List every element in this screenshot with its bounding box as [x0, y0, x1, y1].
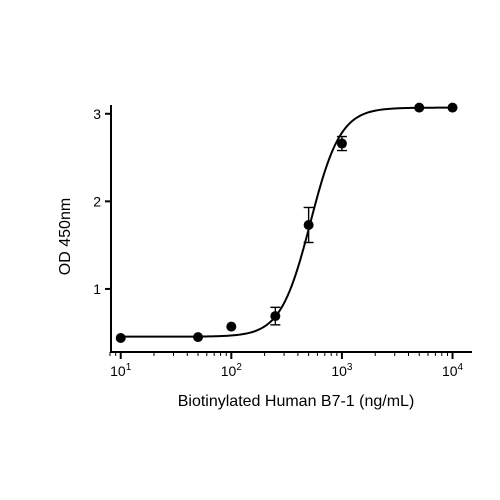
x-tick-label: 101	[110, 362, 132, 379]
ticks: 1 2 3 101 102 103 104	[93, 106, 463, 379]
x-axis-label: Biotinylated Human B7-1 (ng/mL)	[178, 393, 415, 410]
y-tick-label: 2	[93, 193, 101, 209]
x-tick-label: 102	[221, 362, 243, 379]
data-point	[447, 102, 458, 113]
y-tick-label: 1	[93, 281, 101, 297]
data-point	[270, 311, 281, 322]
x-tick-label: 103	[331, 362, 353, 379]
axes	[110, 105, 472, 353]
data-point	[303, 219, 314, 230]
data-point	[336, 138, 347, 149]
y-axis-label: OD 450nm	[57, 198, 74, 275]
data-point	[115, 332, 126, 343]
x-tick-label: 104	[442, 362, 464, 379]
data-point	[193, 332, 204, 343]
data-point	[414, 102, 425, 113]
y-tick-label: 3	[93, 106, 101, 122]
fit-curve	[120, 106, 453, 338]
plot-area	[115, 102, 458, 343]
data-point	[226, 321, 237, 332]
